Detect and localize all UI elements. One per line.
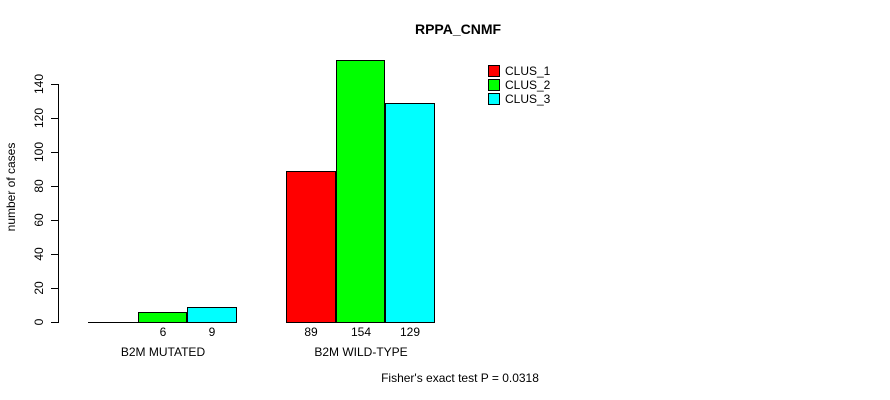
y-axis-tick — [51, 288, 58, 289]
bar-clus_1-b2m-wild-type — [286, 171, 336, 323]
y-axis-tick-label: 0 — [32, 318, 46, 326]
legend-swatch-clus_1 — [488, 65, 500, 77]
y-axis-tick-label: 20 — [32, 281, 46, 295]
y-axis-tick — [51, 220, 58, 221]
legend-item: CLUS_1 — [488, 64, 551, 78]
bar-clus_2-b2m-wild-type — [336, 60, 385, 323]
bar-clus_3-b2m-wild-type — [385, 103, 435, 323]
bar-value-label: 129 — [399, 325, 421, 339]
y-axis-tick-label: 140 — [32, 73, 46, 95]
y-axis-tick-label: 100 — [32, 141, 46, 163]
bar-value-label: 6 — [159, 325, 167, 339]
x-category-label: B2M WILD-TYPE — [314, 345, 408, 359]
bar-clus_2-b2m-mutated — [138, 312, 187, 323]
legend-swatch-clus_3 — [488, 93, 500, 105]
y-axis-tick — [51, 118, 58, 119]
x-category-label: B2M MUTATED — [120, 345, 206, 359]
legend-swatch-clus_2 — [488, 79, 500, 91]
chart-title: RPPA_CNMF — [414, 21, 502, 37]
bar-clus_3-b2m-mutated — [187, 307, 237, 323]
y-axis-tick — [51, 84, 58, 85]
y-axis-tick-label: 60 — [32, 213, 46, 227]
legend-item: CLUS_3 — [488, 92, 551, 106]
y-axis-tick-label: 40 — [32, 247, 46, 261]
bar-value-label: 154 — [350, 325, 372, 339]
annotation-text: Fisher's exact test P = 0.0318 — [381, 371, 539, 385]
y-axis-tick — [51, 254, 58, 255]
y-axis-tick-label: 80 — [32, 179, 46, 193]
y-axis-tick — [51, 186, 58, 187]
bar-value-label: 9 — [208, 325, 216, 339]
legend: CLUS_1 CLUS_2 CLUS_3 — [488, 64, 551, 106]
legend-label: CLUS_2 — [505, 78, 551, 92]
y-axis-tick — [51, 152, 58, 153]
legend-label: CLUS_1 — [505, 64, 551, 78]
bar-value-label: 89 — [304, 325, 318, 339]
legend-item: CLUS_2 — [488, 78, 551, 92]
y-axis-tick — [51, 322, 58, 323]
y-axis-label: number of cases — [4, 142, 18, 232]
y-axis-tick-label: 120 — [32, 107, 46, 129]
y-axis-line — [58, 84, 59, 323]
legend-label: CLUS_3 — [505, 92, 551, 106]
